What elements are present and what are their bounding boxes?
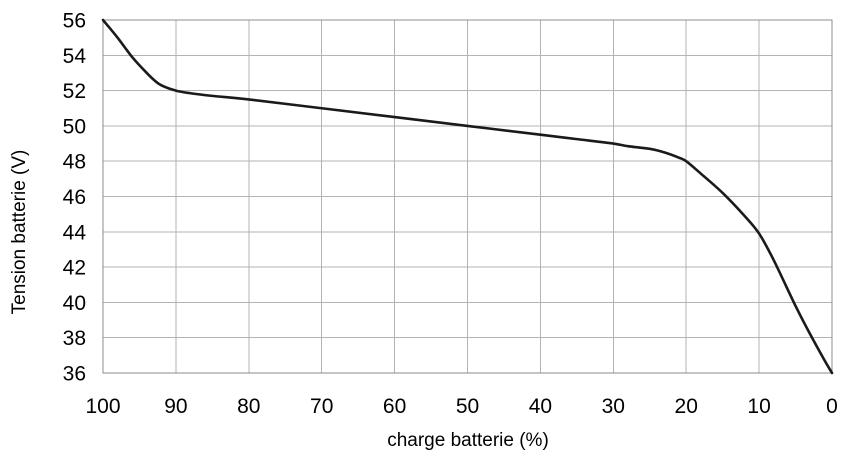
- x-tick-label-90: 90: [164, 395, 187, 418]
- y-tick-label-56: 56: [63, 10, 86, 33]
- y-tick-labels: 36 38 40 42 44 46 48 50 52 54 56: [63, 10, 87, 386]
- x-tick-label-60: 60: [383, 395, 406, 418]
- x-tick-label-0: 0: [826, 395, 838, 418]
- x-tick-label-30: 30: [602, 395, 625, 418]
- x-tick-label-70: 70: [310, 395, 333, 418]
- x-axis-label: charge batterie (%): [387, 430, 549, 451]
- plot-frame: [102, 19, 833, 374]
- y-tick-label-36: 36: [63, 363, 86, 386]
- x-tick-label-50: 50: [456, 395, 479, 418]
- x-tick-label-80: 80: [237, 395, 260, 418]
- grid: [102, 19, 833, 374]
- y-tick-label-52: 52: [63, 80, 86, 103]
- x-tick-label-20: 20: [675, 395, 698, 418]
- x-tick-labels: 100 90 80 70 60 50 40 30 20 10 0: [85, 395, 837, 418]
- y-tick-label-54: 54: [63, 45, 87, 68]
- y-axis-label: Tension batterie (V): [9, 150, 30, 315]
- series-group: [101, 18, 834, 375]
- x-tick-label-100: 100: [85, 395, 120, 418]
- y-tick-label-46: 46: [63, 186, 86, 209]
- y-tick-label-38: 38: [63, 327, 86, 350]
- y-tick-label-42: 42: [63, 257, 86, 280]
- x-tick-label-10: 10: [747, 395, 770, 418]
- y-tick-label-48: 48: [63, 151, 86, 174]
- y-tick-label-50: 50: [63, 115, 86, 138]
- y-tick-label-44: 44: [63, 221, 87, 244]
- series-line-0: [101, 18, 834, 375]
- y-tick-label-40: 40: [63, 292, 86, 315]
- x-tick-label-40: 40: [529, 395, 552, 418]
